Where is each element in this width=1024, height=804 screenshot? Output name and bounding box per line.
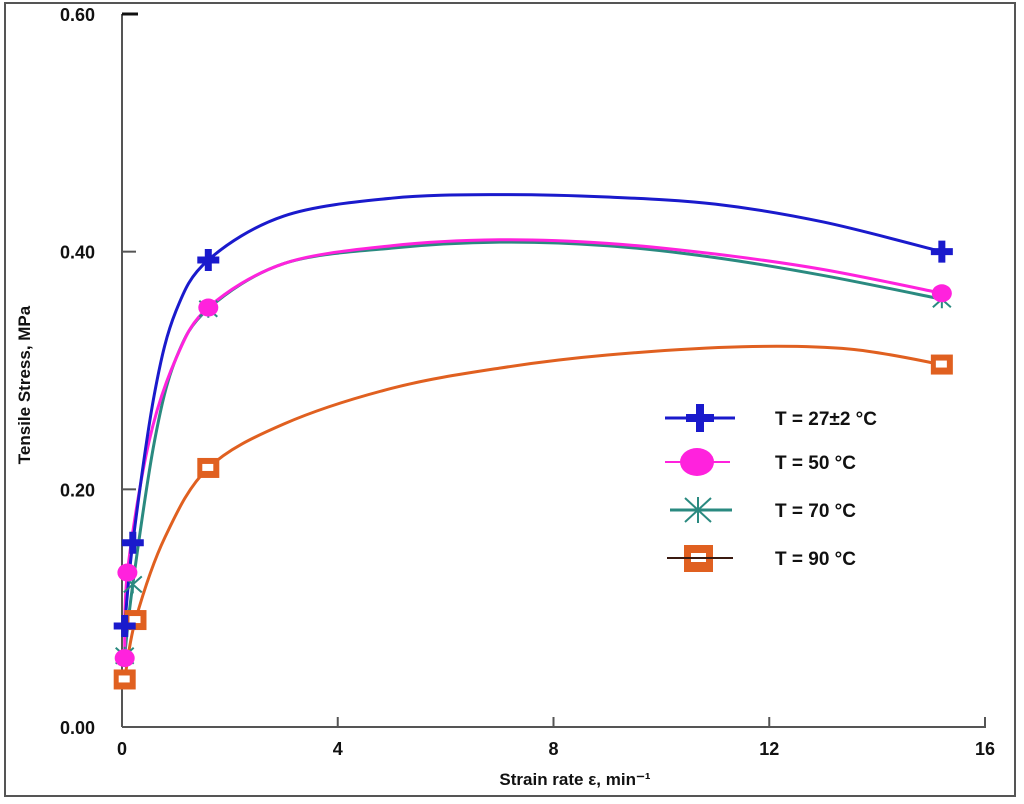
x-tick-label: 0 [117, 739, 127, 759]
x-tick-label: 8 [548, 739, 558, 759]
legend: T = 27±2 °C T = 50 °C T = 70 °C T = 90 °… [665, 404, 877, 572]
square-marker-hole [118, 675, 130, 683]
series-markers-3 [113, 354, 953, 690]
y-tick-label: 0.60 [60, 5, 95, 25]
y-tick-label: 0.00 [60, 718, 95, 738]
legend-label: T = 27±2 °C [775, 409, 877, 430]
series-line [123, 193, 943, 627]
legend-item-27c: T = 27±2 °C [665, 404, 877, 432]
x-tick-label: 16 [975, 739, 995, 759]
y-tick-label: 0.40 [60, 243, 95, 263]
circle-marker-icon [114, 649, 135, 668]
legend-label: T = 90 °C [775, 549, 856, 570]
legend-item-50c: T = 50 °C [665, 448, 856, 476]
y-axis-ticks: 0.00 0.20 0.40 0.60 [60, 5, 136, 738]
plus-marker-icon [121, 531, 144, 554]
x-tick-label: 12 [759, 739, 779, 759]
square-marker-hole [935, 360, 947, 368]
legend-label: T = 50 °C [775, 453, 856, 474]
circle-marker-icon [931, 284, 952, 303]
series-3 [123, 344, 943, 680]
circle-marker-icon [198, 298, 219, 317]
series-line [123, 240, 943, 656]
series-2 [123, 240, 943, 656]
asterisk-marker-icon [684, 497, 712, 523]
series-markers-0 [113, 240, 953, 637]
series-line [123, 238, 943, 659]
series-markers-1 [114, 284, 952, 668]
series-0 [123, 193, 943, 627]
x-tick-label: 4 [333, 739, 343, 759]
legend-item-70c: T = 70 °C [670, 497, 856, 523]
plus-marker-icon [113, 614, 136, 637]
square-marker-hole [202, 463, 214, 471]
series-line [123, 344, 943, 680]
circle-marker-icon [680, 448, 714, 476]
plus-marker-icon [930, 240, 953, 263]
legend-label: T = 70 °C [775, 501, 856, 522]
data-series [113, 193, 953, 690]
series-1 [123, 238, 943, 659]
legend-item-90c: T = 90 °C [667, 545, 856, 572]
chart-frame [4, 2, 1016, 797]
x-axis-ticks: 0 4 8 12 16 [117, 717, 995, 759]
circle-marker-icon [117, 563, 138, 582]
x-axis-title: Strain rate ε, min⁻¹ [499, 770, 651, 789]
plus-marker-icon [197, 248, 220, 271]
axes [121, 12, 986, 728]
plus-marker-icon [686, 404, 714, 432]
y-tick-label: 0.20 [60, 480, 95, 500]
square-marker-hole [129, 616, 141, 624]
y-axis-title: Tensile Stress, MPa [15, 305, 34, 464]
